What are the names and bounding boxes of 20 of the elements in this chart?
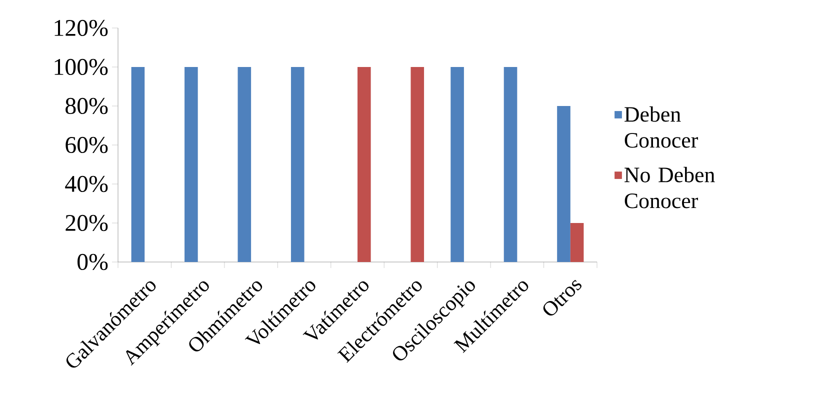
bar <box>410 66 424 262</box>
x-tick-label: Otros <box>543 280 582 316</box>
y-tick-label: 60% <box>66 136 108 154</box>
bar <box>131 66 145 262</box>
bar <box>290 66 304 262</box>
bar <box>450 66 464 262</box>
bar <box>557 106 570 262</box>
y-tick-label: 20% <box>66 214 108 232</box>
y-tick-label: 0% <box>78 254 108 270</box>
bar <box>358 66 371 262</box>
y-tick-label: 40% <box>65 176 108 192</box>
y-tick-label: 100% <box>54 58 108 76</box>
y-tick-label: 80% <box>66 98 108 114</box>
legend-label: Deben Conocer <box>624 106 698 148</box>
bar <box>184 66 198 262</box>
bar <box>504 66 518 262</box>
y-tick-label: 120% <box>54 20 108 36</box>
bar <box>238 66 252 262</box>
legend-label: No Deben Conocer <box>624 166 715 208</box>
bar <box>570 223 584 262</box>
